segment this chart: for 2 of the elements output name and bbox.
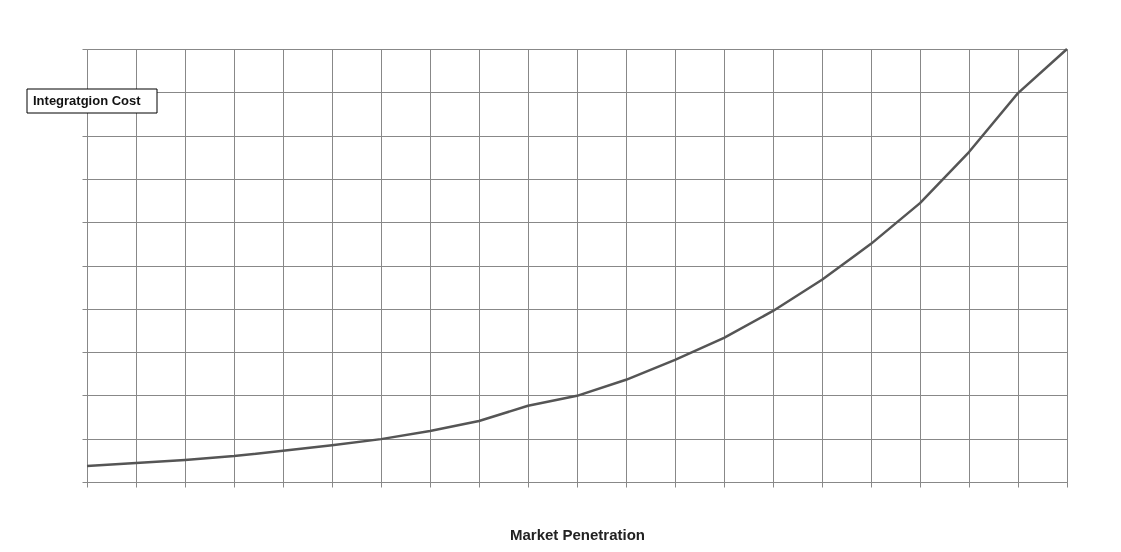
y-axis-title: Integratgion Cost [33, 93, 142, 108]
x-axis-title: Market Penetration [509, 526, 646, 543]
